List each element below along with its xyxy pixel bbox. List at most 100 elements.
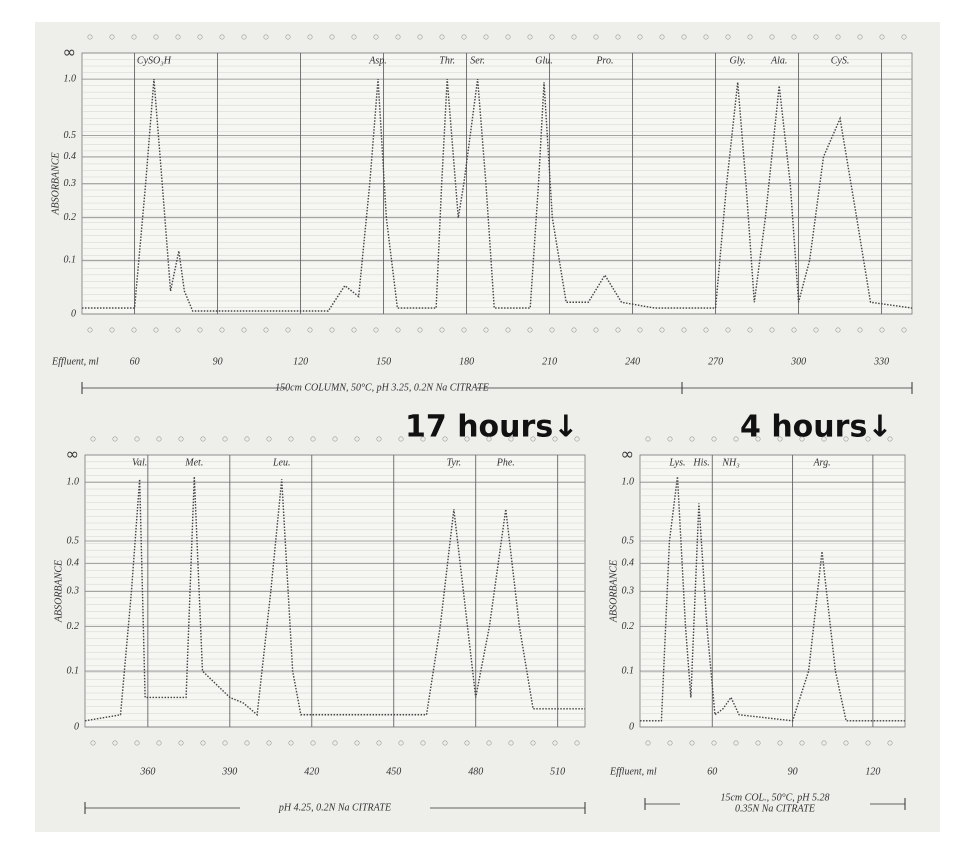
peak-label: CySO₃H xyxy=(137,55,172,66)
sprocket-hole xyxy=(310,436,316,442)
peak-label: Ala. xyxy=(770,55,787,66)
sprocket-hole xyxy=(354,740,360,746)
x-tick-label: 240 xyxy=(625,356,640,367)
sprocket-hole xyxy=(593,34,599,40)
sprocket-hole xyxy=(615,34,621,40)
sprocket-hole xyxy=(508,740,514,746)
sprocket-hole xyxy=(439,34,445,40)
sprocket-hole xyxy=(175,34,181,40)
x-tick-label: 360 xyxy=(139,766,155,777)
sprocket-hole xyxy=(755,436,761,442)
sprocket-hole xyxy=(835,34,841,40)
sprocket-hole xyxy=(777,740,783,746)
sprocket-hole xyxy=(887,436,893,442)
sprocket-hole xyxy=(153,34,159,40)
sprocket-hole xyxy=(799,740,805,746)
sprocket-hole xyxy=(200,436,206,442)
x-tick-label: 300 xyxy=(790,356,806,367)
sprocket-hole xyxy=(197,327,203,333)
sprocket-hole xyxy=(285,327,291,333)
sprocket-hole xyxy=(244,436,250,442)
sprocket-hole xyxy=(615,327,621,333)
sprocket-hole xyxy=(791,34,797,40)
sprocket-hole xyxy=(87,327,93,333)
y-tick-label: 0.3 xyxy=(622,586,635,597)
x-tick-label: 390 xyxy=(221,766,237,777)
sprocket-hole xyxy=(843,740,849,746)
sprocket-hole xyxy=(197,34,203,40)
sprocket-hole xyxy=(777,436,783,442)
sprocket-hole xyxy=(351,327,357,333)
sprocket-hole xyxy=(879,327,885,333)
sprocket-hole xyxy=(332,436,338,442)
y-tick-label: 1.0 xyxy=(64,73,77,84)
sprocket-hole xyxy=(835,327,841,333)
sprocket-hole xyxy=(373,327,379,333)
footer-bg xyxy=(240,802,430,814)
sprocket-hole xyxy=(87,34,93,40)
sprocket-hole xyxy=(486,436,492,442)
sprocket-hole xyxy=(689,740,695,746)
sprocket-hole xyxy=(486,740,492,746)
x-tick-label: 120 xyxy=(865,766,880,777)
x-tick-label: 270 xyxy=(708,356,723,367)
peak-label: His. xyxy=(692,457,709,468)
sprocket-hole xyxy=(725,327,731,333)
peak-label: Leu. xyxy=(272,457,291,468)
sprocket-hole xyxy=(219,34,225,40)
sprocket-hole xyxy=(263,34,269,40)
sprocket-hole xyxy=(420,740,426,746)
peak-label: Gly. xyxy=(730,55,746,66)
footer-text: pH 4.25, 0.2N Na CITRATE xyxy=(278,802,391,813)
sprocket-hole xyxy=(747,34,753,40)
peak-label: Ser. xyxy=(470,55,485,66)
x-tick-label: 60 xyxy=(130,356,140,367)
sprocket-hole xyxy=(681,34,687,40)
peak-label: Thr. xyxy=(439,55,455,66)
sprocket-hole xyxy=(134,436,140,442)
sprocket-hole xyxy=(530,436,536,442)
y-tick-label: 0.3 xyxy=(67,586,80,597)
sprocket-hole xyxy=(769,327,775,333)
sprocket-hole xyxy=(711,436,717,442)
y-top-label: ∞ xyxy=(63,43,76,62)
sprocket-hole xyxy=(288,740,294,746)
y-axis-label: ABSORBANCE xyxy=(53,560,64,623)
sprocket-hole xyxy=(156,740,162,746)
y-tick-label: 0.1 xyxy=(67,665,80,676)
sprocket-hole xyxy=(307,327,313,333)
annotation: 17 hours↓ xyxy=(405,410,578,445)
y-tick-label: 0 xyxy=(71,308,76,319)
x-tick-label: 60 xyxy=(707,766,717,777)
sprocket-hole xyxy=(222,740,228,746)
x-tick-label: 120 xyxy=(293,356,308,367)
peak-label: CyS. xyxy=(831,55,850,66)
sprocket-hole xyxy=(725,34,731,40)
sprocket-hole xyxy=(552,436,558,442)
sprocket-hole xyxy=(667,740,673,746)
sprocket-hole xyxy=(222,436,228,442)
x-tick-label: 480 xyxy=(468,766,483,777)
sprocket-hole xyxy=(703,34,709,40)
sprocket-hole xyxy=(505,327,511,333)
x-axis-label: Effluent, ml xyxy=(51,356,99,367)
peak-label: Lys. xyxy=(668,457,685,468)
sprocket-hole xyxy=(689,436,695,442)
sprocket-hole xyxy=(549,327,555,333)
sprocket-hole xyxy=(200,740,206,746)
sprocket-hole xyxy=(131,327,137,333)
sprocket-hole xyxy=(112,740,118,746)
y-tick-label: 0.5 xyxy=(622,535,635,546)
sprocket-hole xyxy=(857,327,863,333)
sprocket-hole xyxy=(156,436,162,442)
sprocket-hole xyxy=(711,740,717,746)
sprocket-hole xyxy=(464,740,470,746)
peak-label: Val. xyxy=(132,457,147,468)
chromatogram-line xyxy=(84,476,585,722)
sprocket-hole xyxy=(109,34,115,40)
sprocket-hole xyxy=(351,34,357,40)
sprocket-hole xyxy=(813,327,819,333)
sprocket-hole xyxy=(417,34,423,40)
x-tick-label: 330 xyxy=(873,356,889,367)
